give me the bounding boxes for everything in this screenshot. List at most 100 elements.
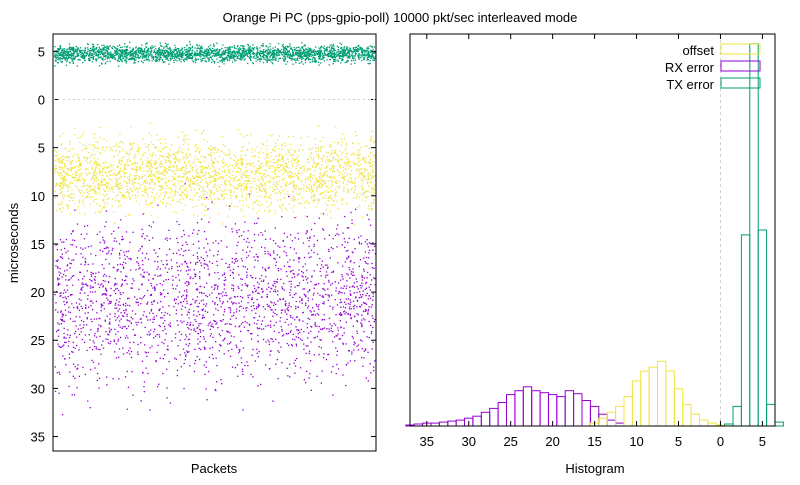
scatter-point: [366, 53, 368, 55]
scatter-point: [119, 150, 121, 152]
scatter-point: [354, 188, 356, 191]
scatter-point: [338, 187, 340, 189]
scatter-point: [144, 50, 146, 52]
scatter-point: [360, 146, 362, 149]
scatter-point: [57, 172, 60, 174]
scatter-point: [130, 54, 132, 56]
scatter-point: [264, 210, 266, 212]
scatter-point: [110, 54, 112, 56]
scatter-point: [332, 43, 334, 46]
scatter-point: [354, 182, 356, 184]
scatter-point: [325, 185, 327, 187]
scatter-point: [146, 193, 148, 195]
scatter-point: [242, 204, 244, 206]
scatter-point: [291, 207, 293, 209]
scatter-point: [157, 50, 159, 53]
scatter-point: [224, 171, 226, 173]
scatter-point: [143, 188, 145, 191]
scatter-point: [101, 171, 103, 173]
scatter-point: [302, 57, 304, 60]
scatter-point: [158, 51, 160, 54]
scatter-point: [256, 191, 258, 193]
scatter-point: [163, 47, 165, 49]
scatter-point: [133, 60, 136, 62]
scatter-point: [162, 147, 164, 149]
scatter-point: [297, 198, 300, 201]
scatter-point: [283, 53, 286, 56]
scatter-point: [115, 174, 118, 176]
scatter-point: [372, 175, 374, 178]
scatter-point: [246, 189, 248, 191]
scatter-point: [77, 53, 79, 55]
scatter-point: [129, 50, 131, 52]
scatter-point: [108, 45, 110, 48]
scatter-point: [238, 179, 240, 181]
scatter-point: [314, 58, 316, 60]
scatter-point: [318, 64, 320, 66]
scatter-point: [187, 147, 189, 149]
scatter-point: [131, 57, 133, 60]
scatter-point: [332, 50, 334, 52]
scatter-point: [161, 163, 163, 165]
scatter-point: [231, 53, 233, 55]
scatter-point: [215, 53, 217, 55]
scatter-point: [337, 54, 339, 56]
scatter-point: [304, 201, 306, 204]
scatter-point: [173, 154, 176, 156]
scatter-point: [196, 45, 198, 47]
scatter-point: [284, 169, 287, 171]
scatter-point: [169, 196, 171, 198]
scatter-point: [346, 57, 349, 59]
scatter-point: [262, 55, 265, 57]
scatter-point: [310, 175, 312, 178]
scatter-point: [161, 177, 163, 179]
scatter-point: [196, 176, 198, 178]
scatter-point: [92, 57, 94, 59]
scatter-point: [105, 49, 107, 52]
scatter-point: [338, 50, 340, 52]
scatter-point: [346, 173, 349, 175]
scatter-point: [61, 155, 63, 157]
scatter-point: [326, 59, 328, 61]
scatter-point: [328, 52, 331, 54]
scatter-point: [149, 53, 151, 55]
scatter-point: [111, 55, 113, 57]
scatter-point: [115, 185, 117, 187]
scatter-point: [266, 201, 268, 203]
scatter-point: [196, 205, 198, 208]
scatter-point: [241, 164, 243, 166]
scatter-point: [278, 58, 280, 60]
scatter-point: [72, 58, 74, 60]
scatter-point: [81, 178, 84, 180]
scatter-point: [210, 155, 212, 158]
scatter-point: [361, 51, 363, 53]
scatter-point: [162, 49, 164, 52]
scatter-point: [54, 65, 56, 67]
scatter-point: [78, 169, 80, 171]
scatter-point: [241, 160, 244, 162]
scatter-point: [84, 52, 86, 54]
scatter-point: [99, 48, 101, 50]
chart-title: Orange Pi PC (pps-gpio-poll) 10000 pkt/s…: [223, 10, 578, 25]
scatter-point: [169, 149, 171, 151]
scatter-point: [284, 197, 286, 199]
scatter-point: [150, 141, 153, 143]
scatter-point: [116, 181, 118, 184]
scatter-point: [164, 159, 166, 161]
scatter-point: [151, 178, 153, 180]
scatter-point: [242, 49, 245, 51]
scatter-point: [83, 156, 85, 158]
scatter-point: [176, 52, 178, 54]
scatter-point: [295, 47, 297, 49]
scatter-point: [142, 154, 144, 157]
scatter-point: [263, 165, 265, 167]
scatter-point: [284, 162, 286, 164]
scatter-point: [63, 163, 66, 165]
scatter-point: [320, 62, 322, 64]
scatter-point: [195, 59, 197, 61]
scatter-point: [225, 174, 227, 176]
scatter-point: [161, 188, 163, 190]
scatter-point: [193, 61, 195, 63]
scatter-point: [120, 54, 122, 56]
scatter-point: [250, 59, 252, 62]
